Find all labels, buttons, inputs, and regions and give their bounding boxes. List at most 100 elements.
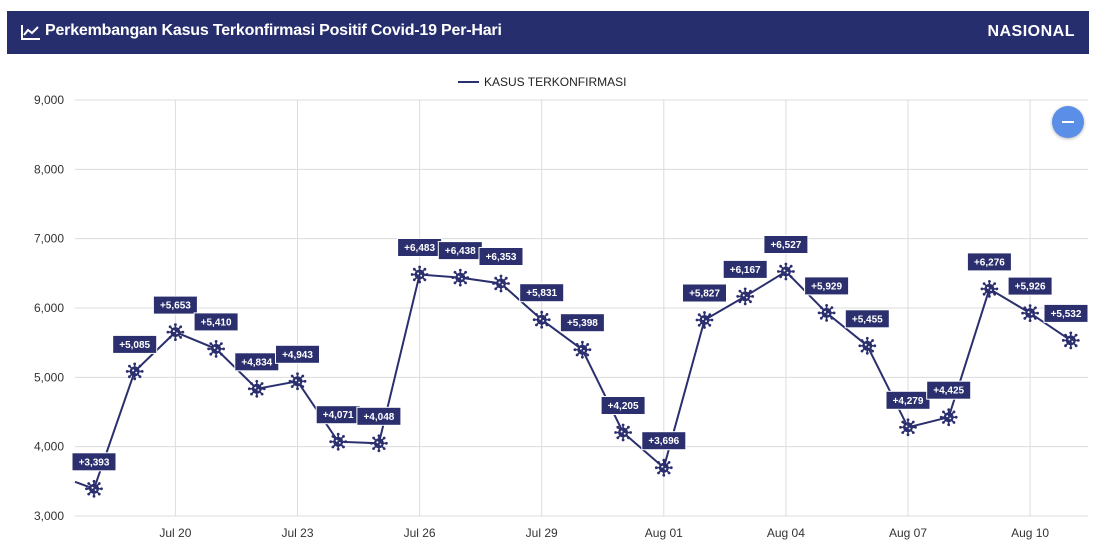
data-label: +3,393	[71, 452, 117, 472]
data-point-virus-icon[interactable]	[899, 418, 917, 437]
chart-title: Perkembangan Kasus Terkonfirmasi Positif…	[45, 22, 502, 39]
data-label: +6,167	[722, 259, 768, 279]
data-label-text: +4,425	[933, 386, 964, 397]
data-label: +6,438	[437, 241, 483, 261]
chart-header: Perkembangan Kasus Terkonfirmasi Positif…	[7, 11, 1089, 54]
data-point-virus-icon[interactable]	[858, 336, 877, 355]
data-label-text: +6,527	[770, 240, 801, 251]
data-label-text: +6,483	[404, 243, 435, 254]
data-label: +4,205	[600, 396, 646, 415]
data-label: +6,527	[763, 235, 809, 254]
x-tick-label: Jul 23	[281, 526, 313, 540]
data-label: +5,532	[1043, 303, 1089, 323]
data-label-text: +5,455	[852, 314, 883, 325]
data-label-text: +5,929	[811, 281, 842, 292]
data-point-virus-icon[interactable]	[1061, 331, 1080, 350]
region-label: NASIONAL	[987, 23, 1075, 40]
y-tick-label: 7,000	[34, 232, 64, 246]
collapse-button[interactable]	[1052, 106, 1084, 138]
data-label-text: +6,167	[730, 265, 761, 276]
data-point-virus-icon[interactable]	[532, 310, 551, 329]
data-label: +6,276	[966, 252, 1012, 272]
data-label: +4,834	[234, 352, 280, 372]
chart-series	[74, 262, 1080, 498]
chart-data-labels: +3,393 +5,085 +5,653 +5,410 +4,834 +4,943 +4,0…	[71, 235, 1089, 472]
data-label-text: +6,276	[974, 257, 1005, 268]
data-label-text: +5,085	[119, 340, 150, 351]
data-label-text: +4,279	[893, 396, 924, 407]
data-point-virus-icon[interactable]	[492, 274, 510, 293]
x-tick-label: Jul 20	[159, 526, 191, 540]
data-label-text: +6,353	[486, 252, 517, 263]
data-point-virus-icon[interactable]	[125, 362, 144, 381]
data-point-virus-icon[interactable]	[85, 479, 103, 498]
data-point-virus-icon[interactable]	[410, 265, 429, 284]
data-label-text: +4,834	[241, 357, 272, 368]
data-label-text: +4,048	[363, 412, 394, 423]
data-label: +6,353	[478, 247, 524, 266]
x-tick-label: Aug 01	[645, 526, 683, 540]
x-tick-label: Aug 07	[889, 526, 927, 540]
data-point-virus-icon[interactable]	[166, 323, 185, 341]
data-label: +5,455	[844, 309, 890, 329]
x-tick-label: Jul 29	[526, 526, 558, 540]
y-tick-label: 8,000	[34, 162, 64, 176]
data-point-virus-icon[interactable]	[207, 340, 225, 358]
series-line	[74, 270, 1072, 491]
data-label: +4,279	[885, 390, 931, 410]
x-tick-label: Aug 04	[767, 526, 805, 540]
data-label: +4,048	[356, 406, 402, 426]
data-point-virus-icon[interactable]	[288, 372, 307, 391]
y-tick-label: 4,000	[34, 440, 64, 454]
data-label-text: +4,205	[608, 401, 639, 412]
data-label: +5,831	[519, 283, 565, 303]
data-label: +4,071	[315, 405, 361, 425]
data-label-text: +4,943	[282, 350, 313, 361]
data-point-virus-icon[interactable]	[654, 458, 673, 477]
covid-line-chart: 3,000 4,000 5,000 6,000 7,000 8,000 9,000 Jul 2…	[34, 75, 1089, 540]
y-tick-label: 5,000	[34, 370, 64, 384]
data-label: +5,398	[559, 313, 605, 333]
data-label: +4,943	[275, 344, 320, 364]
data-point-virus-icon[interactable]	[695, 311, 714, 329]
data-point-virus-icon[interactable]	[329, 432, 348, 451]
data-point-virus-icon[interactable]	[777, 262, 795, 281]
data-label: +6,483	[397, 238, 443, 257]
data-label-text: +5,653	[160, 301, 191, 312]
data-label-text: +5,532	[1051, 309, 1082, 320]
data-point-virus-icon[interactable]	[817, 304, 836, 322]
legend-label: KASUS TERKONFIRMASI	[484, 75, 626, 89]
data-label-text: +5,827	[689, 289, 720, 300]
x-tick-label: Aug 10	[1011, 526, 1049, 540]
minus-icon	[1062, 121, 1074, 123]
data-label-text: +4,071	[323, 410, 354, 421]
x-tick-label: Jul 26	[404, 526, 436, 540]
data-label-text: +5,831	[526, 288, 557, 299]
data-label: +4,425	[926, 380, 972, 400]
data-point-virus-icon[interactable]	[370, 434, 388, 453]
data-label-text: +3,393	[79, 457, 110, 468]
data-point-virus-icon[interactable]	[451, 268, 470, 287]
chart-legend[interactable]: KASUS TERKONFIRMASI	[458, 75, 626, 89]
data-point-virus-icon[interactable]	[736, 287, 755, 306]
data-point-virus-icon[interactable]	[247, 379, 266, 398]
data-label: +5,085	[112, 334, 158, 354]
y-tick-label: 9,000	[34, 93, 64, 107]
line-chart-icon	[21, 25, 40, 40]
data-label: +3,696	[641, 431, 687, 451]
data-point-virus-icon[interactable]	[614, 423, 632, 442]
data-label-text: +3,696	[648, 436, 679, 447]
data-label-text: +5,398	[567, 318, 598, 329]
y-tick-label: 6,000	[34, 301, 64, 315]
data-label-text: +6,438	[445, 246, 476, 257]
data-label: +5,929	[804, 276, 850, 296]
data-point-virus-icon[interactable]	[980, 280, 999, 298]
data-label: +5,827	[682, 283, 727, 303]
data-point-virus-icon[interactable]	[573, 340, 592, 359]
data-point-virus-icon[interactable]	[1021, 304, 1039, 322]
data-label: +5,926	[1007, 276, 1053, 296]
data-point-virus-icon[interactable]	[939, 408, 958, 427]
y-tick-label: 3,000	[34, 509, 64, 523]
data-label-text: +5,926	[1015, 282, 1046, 293]
data-label: +5,653	[152, 295, 198, 315]
